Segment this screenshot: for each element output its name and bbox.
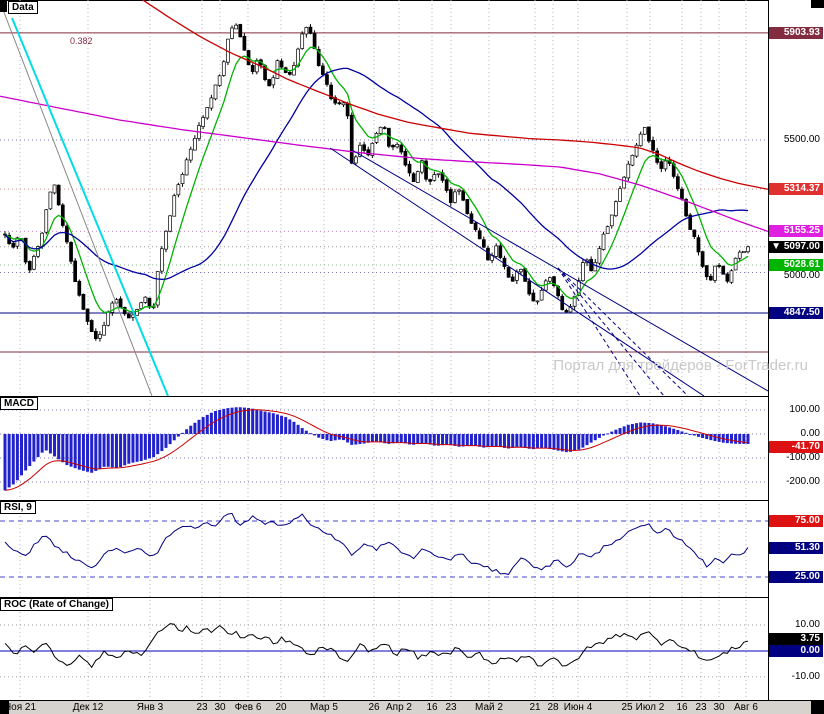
time-label: 16: [676, 702, 688, 713]
pane-title-macd[interactable]: MACD: [0, 397, 38, 410]
time-label: Май 2: [475, 702, 503, 713]
macd-scale-label: 100.00: [789, 404, 820, 415]
pane-title-roc[interactable]: ROC (Rate of Change): [0, 598, 113, 611]
gridline-label: 5000.00: [783, 270, 820, 281]
support-level-badge: 4847.50: [769, 307, 823, 319]
pane-title-data[interactable]: Data: [8, 1, 38, 14]
time-label: 23: [445, 702, 457, 713]
time-label: Июн 4: [563, 702, 593, 713]
time-label: 16: [426, 702, 438, 713]
time-label: Авг 6: [734, 702, 758, 713]
time-label: 23: [695, 702, 707, 713]
time-label: Апр 2: [386, 702, 412, 713]
macd-scale-label: -100.00: [786, 452, 820, 463]
watermark: Портал для трейдеров - ForTrader.ru: [553, 357, 808, 374]
time-label: 30: [214, 702, 226, 713]
price-axis: 5903.93 5500.00 5314.37 5155.25 ▼ 5097.00 502…: [769, 0, 824, 700]
fib-0382-label: 0.382: [70, 36, 93, 46]
roc-value-badge: 3.75: [769, 633, 823, 645]
time-label: Июл 2: [635, 702, 665, 713]
time-label: 25: [621, 702, 633, 713]
ma-red-value-badge: 5314.37: [769, 183, 823, 195]
time-label: 28: [547, 702, 559, 713]
time-label: Ноя 21: [3, 702, 37, 713]
time-label: 30: [713, 702, 725, 713]
ma-magenta-value-badge: 5155.25: [769, 225, 823, 237]
time-axis: Ноя 21 Дек 12 Янв 3 23 30 Фев 6 20 Мар 5 26 Апр 2…: [0, 700, 824, 714]
price-axis-border: [768, 0, 769, 700]
roc-zero-badge: 0.00: [769, 645, 823, 657]
top-border: [0, 0, 824, 1]
time-label: Мар 5: [310, 702, 338, 713]
gridline-label: 5500.00: [783, 134, 820, 145]
macd-value-badge: -41.70: [769, 441, 823, 453]
macd-scale-label: 0.00: [800, 428, 820, 439]
corner-block-bottom-left: [0, 701, 9, 714]
corner-block-top-left: [0, 1, 7, 12]
pane-separator: [0, 597, 824, 598]
chart-plot-area[interactable]: [0, 0, 768, 700]
rsi-value-badge: 51.30: [769, 542, 823, 554]
ma-green-value-badge: 5028.61: [769, 259, 823, 271]
last-price-badge: ▼ 5097.00: [769, 241, 823, 253]
pane-separator: [0, 500, 824, 501]
rsi-overbought-badge: 75.00: [769, 515, 823, 527]
macd-scale-label: -200.00: [786, 476, 820, 487]
corner-block-bottom-right: [811, 701, 824, 714]
time-label: 20: [275, 702, 287, 713]
pane-title-rsi[interactable]: RSI, 9: [0, 501, 36, 514]
roc-scale-label: -10.00: [791, 671, 820, 682]
corner-block-top-right: [811, 0, 824, 8]
time-label: Фев 6: [234, 702, 262, 713]
time-label: 26: [368, 702, 380, 713]
time-label: Дек 12: [72, 702, 104, 713]
time-label: 23: [196, 702, 208, 713]
pane-separator: [0, 396, 824, 397]
rsi-oversold-badge: 25.00: [769, 571, 823, 583]
roc-scale-label: 10.00: [794, 619, 820, 630]
time-label: Янв 3: [136, 702, 164, 713]
fib-level-badge: 5903.93: [769, 27, 823, 39]
time-label: 21: [529, 702, 541, 713]
